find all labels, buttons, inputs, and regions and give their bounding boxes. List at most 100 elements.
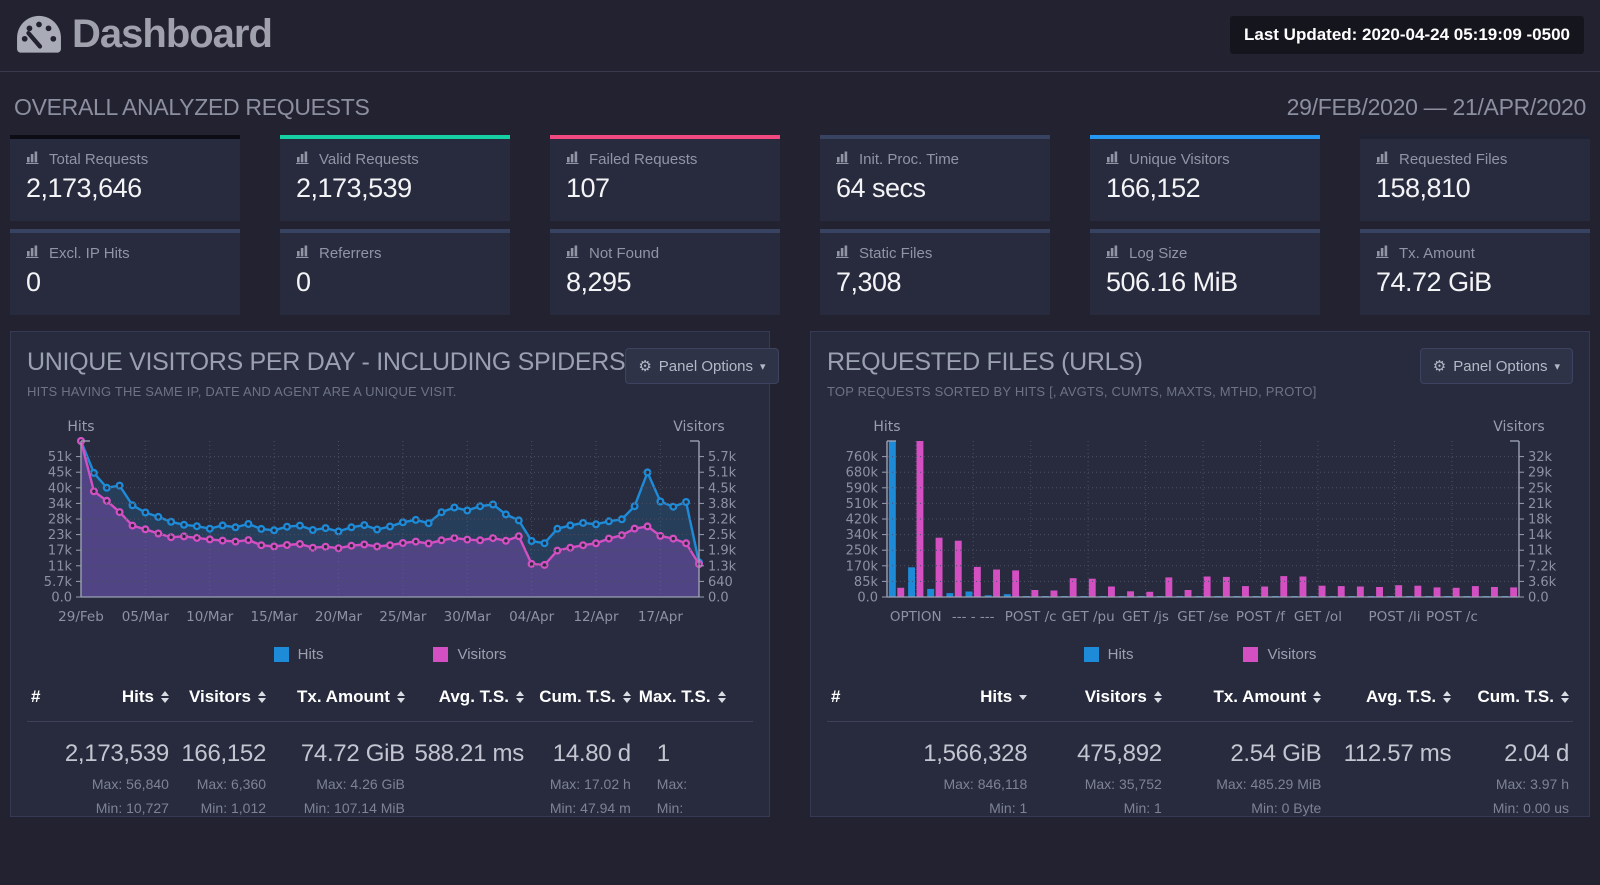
cell-avg-t-s: 588.21 ms	[414, 740, 525, 767]
cell-tx-amount: 74.72 GiB Max: 4.26 GiB Min: 107.14 MiB	[300, 740, 405, 816]
stat-card-label: Valid Requests	[296, 151, 494, 168]
cell-max-t-s: 1 Max: Min:	[656, 740, 688, 816]
svg-text:15/Mar: 15/Mar	[251, 609, 299, 625]
sort-icon	[258, 691, 267, 703]
svg-text:51k: 51k	[48, 450, 73, 465]
column-header-tx-amount[interactable]: Tx. Amount	[1165, 675, 1326, 722]
svg-text:30/Mar: 30/Mar	[444, 609, 492, 625]
svg-text:18k: 18k	[1528, 513, 1553, 528]
visitors-line-chart[interactable]: 51k 5.7k 45k 5.1k 40k 4.5k 34k 3.8k 28k 3.2k 23k 2.…	[23, 413, 759, 635]
svg-text:Visitors: Visitors	[673, 419, 724, 435]
svg-text:0.0: 0.0	[857, 591, 878, 606]
app-title: Dashboard	[72, 12, 273, 56]
svg-text:POST /c: POST /c	[1426, 609, 1478, 625]
svg-text:420k: 420k	[846, 513, 879, 528]
stat-card-init-proc-time: Init. Proc. Time 64 secs	[820, 135, 1050, 221]
svg-text:5.7k: 5.7k	[708, 450, 737, 465]
bar-chart-icon	[566, 245, 581, 262]
sort-icon	[717, 691, 726, 703]
stat-card-value: 166,152	[1106, 173, 1201, 203]
stat-card-value: 64 secs	[836, 173, 926, 203]
column-header-cum-t-s[interactable]: Cum. T.S.	[527, 675, 635, 722]
svg-text:05/Mar: 05/Mar	[122, 609, 170, 625]
sort-desc-icon	[1019, 694, 1028, 700]
svg-text:3.6k: 3.6k	[1528, 575, 1557, 590]
stat-card-not-found: Not Found 8,295	[550, 229, 780, 315]
column-header-max-t-s[interactable]: Max. T.S.	[634, 675, 753, 722]
cell-tx-amount: 2.54 GiB Max: 485.29 MiB Min: 0 Byte	[1216, 740, 1322, 816]
panel-title: REQUESTED FILES (URLS)	[827, 348, 1143, 376]
gear-icon: ⚙	[638, 358, 652, 375]
column-header-hits[interactable]: Hits	[871, 675, 1032, 722]
column-header-visitors[interactable]: Visitors	[172, 675, 271, 722]
column-header-tx-amount[interactable]: Tx. Amount	[270, 675, 409, 722]
stat-card-unique-visitors: Unique Visitors 166,152	[1090, 135, 1320, 221]
overview-section-header: OVERALL ANALYZED REQUESTS 29/FEB/2020 — …	[0, 72, 1600, 135]
stat-card-label: Not Found	[566, 245, 764, 262]
table-row: 1,566,328 Max: 846,118 Min: 1 475,892 Max: 3…	[827, 722, 1573, 816]
svg-text:Hits: Hits	[873, 419, 900, 435]
sort-icon	[1153, 691, 1162, 703]
svg-text:20/Mar: 20/Mar	[315, 609, 363, 625]
bar-chart-icon	[26, 151, 41, 168]
visitors-legend-label: Visitors	[1267, 646, 1317, 663]
stat-card-log-size: Log Size 506.16 MiB	[1090, 229, 1320, 315]
app-header: Dashboard Last Updated: 2020-04-24 05:19…	[0, 0, 1600, 72]
column-header-avg-t-s[interactable]: Avg. T.S.	[408, 675, 528, 722]
visitors-chart-area: 51k 5.7k 45k 5.1k 40k 4.5k 34k 3.8k 28k 3.2k 23k 2.…	[11, 403, 769, 663]
svg-text:85k: 85k	[854, 575, 879, 590]
date-range: 29/FEB/2020 — 21/APR/2020	[1286, 94, 1587, 120]
panels-row: UNIQUE VISITORS PER DAY - INCLUDING SPID…	[0, 331, 1600, 817]
panel-options-button[interactable]: ⚙ Panel Options ▾	[625, 348, 779, 384]
svg-text:25k: 25k	[1528, 481, 1553, 496]
panel-title: UNIQUE VISITORS PER DAY - INCLUDING SPID…	[27, 348, 626, 376]
svg-text:17/Apr: 17/Apr	[638, 609, 684, 625]
stat-card-value: 74.72 GiB	[1376, 267, 1492, 297]
column-header-hits[interactable]: Hits	[59, 675, 173, 722]
svg-text:34k: 34k	[48, 497, 73, 512]
column-header-col[interactable]: #	[27, 675, 60, 722]
svg-text:GET /ol: GET /ol	[1294, 609, 1342, 625]
svg-text:11k: 11k	[1528, 544, 1553, 559]
stat-card-label-text: Requested Files	[1399, 151, 1508, 168]
svg-text:29/Feb: 29/Feb	[58, 609, 104, 625]
stat-card-label: Excl. IP Hits	[26, 245, 224, 262]
column-header-col[interactable]: #	[827, 675, 872, 722]
column-header-avg-t-s[interactable]: Avg. T.S.	[1325, 675, 1456, 722]
stat-card-label-text: Unique Visitors	[1129, 151, 1230, 168]
svg-text:640: 640	[708, 575, 733, 590]
caret-down-icon: ▾	[1554, 360, 1560, 373]
svg-text:21k: 21k	[1528, 497, 1553, 512]
svg-text:680k: 680k	[846, 466, 879, 481]
panel-requested-files: REQUESTED FILES (URLS) TOP REQUESTS SORT…	[810, 331, 1590, 817]
stat-card-static-files: Static Files 7,308	[820, 229, 1050, 315]
panel-options-button[interactable]: ⚙ Panel Options ▾	[1419, 348, 1573, 384]
sort-icon	[396, 691, 405, 703]
svg-text:GET /se: GET /se	[1177, 609, 1228, 625]
sort-icon	[622, 691, 631, 703]
stat-card-label: Failed Requests	[566, 151, 764, 168]
bar-chart-icon	[836, 151, 851, 168]
svg-text:250k: 250k	[846, 544, 879, 559]
stat-card-label-text: Valid Requests	[319, 151, 419, 168]
column-header-cum-t-s[interactable]: Cum. T.S.	[1455, 675, 1573, 722]
bar-chart-icon	[296, 245, 311, 262]
sort-icon	[160, 691, 169, 703]
table-row: 2,173,539 Max: 56,840 Min: 10,727 166,152 Ma…	[27, 722, 753, 816]
svg-text:OPTION: OPTION	[890, 609, 942, 625]
files-bar-chart[interactable]: 760k 32k 680k 29k 590k 25k 510k 21k 420k 18k 340k 1…	[823, 413, 1577, 635]
stat-card-label: Static Files	[836, 245, 1034, 262]
bar-chart-icon	[1106, 151, 1121, 168]
hits-legend-swatch	[273, 647, 289, 662]
stat-card-value: 0	[26, 267, 41, 297]
svg-text:340k: 340k	[846, 528, 879, 543]
svg-text:Visitors: Visitors	[1493, 419, 1544, 435]
stat-card-value: 8,295	[566, 267, 632, 297]
bar-chart-icon	[26, 245, 41, 262]
stat-card-label-text: Tx. Amount	[1399, 245, 1475, 262]
stat-card-label-text: Failed Requests	[589, 151, 698, 168]
stat-card-label-text: Excl. IP Hits	[49, 245, 130, 262]
column-header-visitors[interactable]: Visitors	[1031, 675, 1166, 722]
svg-text:2.5k: 2.5k	[708, 528, 737, 543]
